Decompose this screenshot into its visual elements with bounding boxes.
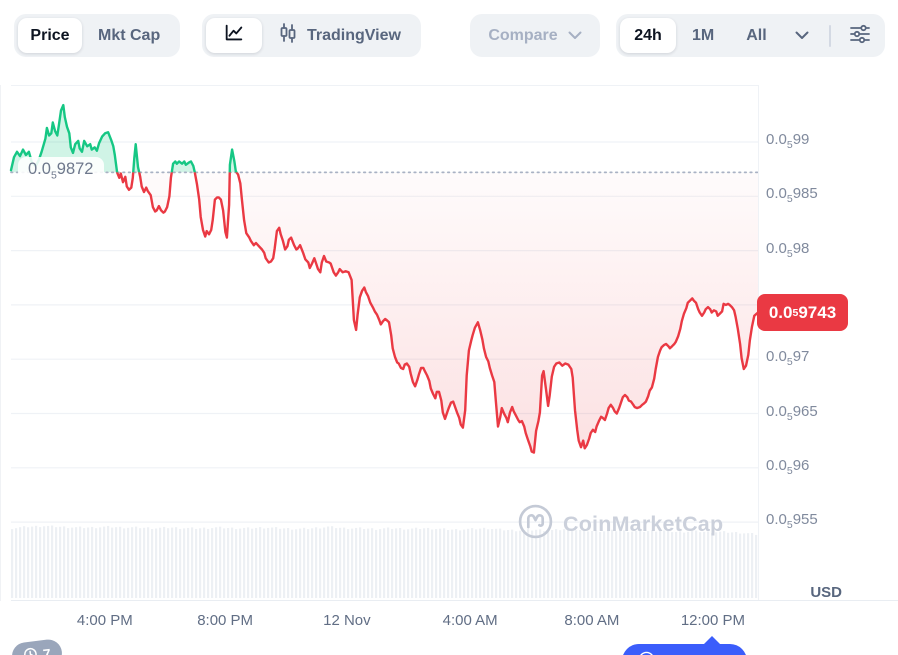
analyze-button[interactable]: Analyze › [622, 636, 747, 655]
x-axis-label: 12:00 PM [680, 612, 746, 629]
time-range-selector: 24h 1M All [616, 14, 885, 57]
area-fill-down [117, 172, 758, 453]
x-axis-label: 4:00 PM [76, 612, 133, 629]
current-price-badge: 0.0 5 9743 [757, 294, 848, 331]
line-chart-type-button[interactable] [206, 18, 262, 53]
countdown-badge[interactable]: 7 [10, 638, 64, 655]
volume-bars [11, 525, 758, 599]
price-tab[interactable]: Price [18, 18, 82, 53]
compare-label: Compare [488, 26, 558, 44]
clock-icon [22, 645, 39, 655]
chart-type-toggle: TradingView [202, 14, 421, 57]
price-mktcap-toggle: Price Mkt Cap [14, 14, 181, 57]
line-chart-icon [223, 22, 245, 49]
chevron-down-icon [795, 28, 809, 43]
analyze-m-icon [638, 651, 655, 655]
range-24h-button[interactable]: 24h [620, 18, 676, 53]
y-axis-label: 0.05955 [766, 511, 818, 532]
sliders-icon [849, 23, 871, 48]
chevron-down-icon [568, 27, 582, 45]
range-more-button[interactable] [783, 18, 821, 53]
chart-area [0, 85, 898, 601]
tradingview-button[interactable]: TradingView [262, 18, 417, 53]
range-all-button[interactable]: All [730, 18, 782, 53]
y-axis-label: 0.0598 [766, 239, 810, 260]
analyze-label: Analyze [662, 653, 719, 655]
range-1m-button[interactable]: 1M [676, 18, 730, 53]
x-axis-label: 4:00 AM [442, 612, 498, 629]
mktcap-tab[interactable]: Mkt Cap [82, 18, 176, 53]
price-chart[interactable] [1, 85, 898, 601]
price-line-down [115, 172, 760, 454]
x-axis-label: 8:00 PM [197, 612, 254, 629]
candlestick-icon [278, 22, 298, 49]
y-axis-label: 0.0596 [766, 456, 810, 477]
chart-settings-button[interactable] [839, 18, 881, 53]
baseline-price-label: 0.059872 [18, 157, 104, 184]
tradingview-label: TradingView [307, 26, 401, 44]
x-axis-label: 8:00 AM [564, 612, 620, 629]
y-axis-label: 0.0597 [766, 348, 810, 369]
y-axis-label: 0.0599 [766, 131, 810, 151]
compare-button[interactable]: Compare [470, 14, 600, 57]
x-axis-label: 12 Nov [323, 612, 371, 629]
y-axis-label: 0.05965 [766, 402, 818, 423]
toolbar-divider [828, 24, 831, 47]
usd-label: USD [810, 584, 842, 601]
y-axis-label: 0.05985 [766, 185, 818, 206]
analyze-chevron: › [726, 653, 731, 655]
countdown-count: 7 [41, 644, 52, 655]
